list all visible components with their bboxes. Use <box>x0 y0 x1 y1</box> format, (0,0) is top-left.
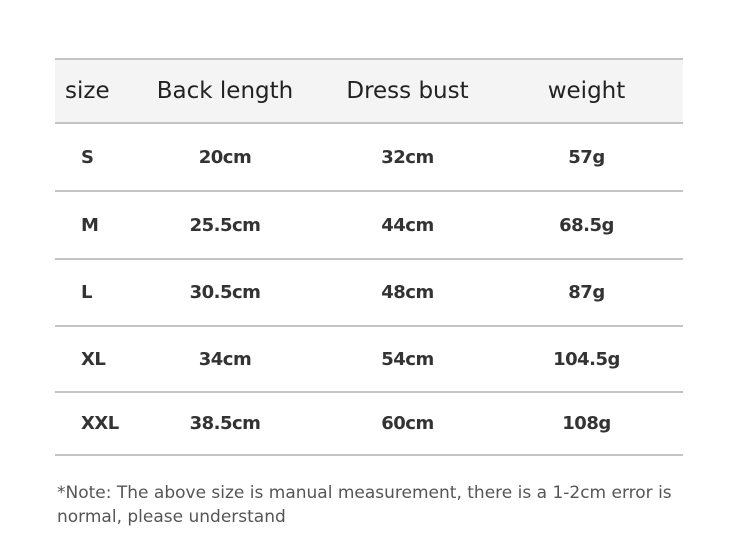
cell-size: M <box>81 214 99 236</box>
header-weight: weight <box>547 78 626 104</box>
header-back-length: Back length <box>156 78 294 104</box>
cell-size: S <box>81 146 94 168</box>
size-chart-table: size Back length Dress bust weight S 20cm… <box>55 58 683 456</box>
cell-size: XL <box>81 348 106 370</box>
cell-weight: 87g <box>568 282 605 303</box>
cell-back-length: 30.5cm <box>189 282 261 303</box>
cell-size: XXL <box>81 413 119 434</box>
table-header: size Back length Dress bust weight <box>55 58 683 124</box>
table-row: L 30.5cm 48cm 87g <box>55 260 683 327</box>
cell-dress-bust: 48cm <box>381 282 434 303</box>
cell-back-length: 38.5cm <box>189 413 261 434</box>
cell-back-length: 20cm <box>198 146 252 168</box>
table-row: XL 34cm 54cm 104.5g <box>55 327 683 393</box>
cell-dress-bust: 60cm <box>381 413 434 434</box>
cell-weight: 104.5g <box>553 348 620 370</box>
cell-dress-bust: 54cm <box>381 348 434 370</box>
cell-weight: 68.5g <box>559 214 614 236</box>
cell-weight: 57g <box>568 146 605 168</box>
cell-dress-bust: 44cm <box>381 214 434 236</box>
cell-dress-bust: 32cm <box>381 146 434 168</box>
header-size: size <box>65 78 110 104</box>
cell-weight: 108g <box>562 413 611 434</box>
cell-back-length: 25.5cm <box>189 214 261 236</box>
cell-back-length: 34cm <box>198 348 252 370</box>
cell-size: L <box>81 282 92 303</box>
header-dress-bust: Dress bust <box>346 78 469 104</box>
measurement-note: *Note: The above size is manual measurem… <box>57 483 672 527</box>
table-row: S 20cm 32cm 57g <box>55 124 683 192</box>
table-row: M 25.5cm 44cm 68.5g <box>55 192 683 260</box>
table-row: XXL 38.5cm 60cm 108g <box>55 393 683 456</box>
